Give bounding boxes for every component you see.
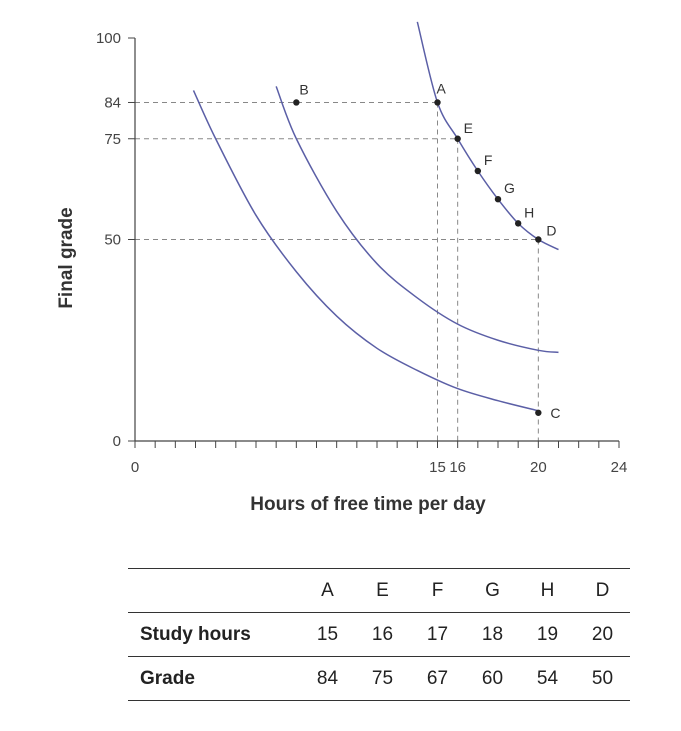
curve-2 <box>275 86 559 354</box>
point-F <box>474 167 482 175</box>
table-cell: 16 <box>355 612 410 657</box>
table-row: Study hours 15 16 17 18 19 20 <box>128 612 630 657</box>
table-row: Grade 84 75 67 60 54 50 <box>128 656 630 701</box>
study-hours-table: A E F G H D Study hours 15 16 17 18 19 20 Grade 84 75 67… <box>128 568 630 701</box>
point-G <box>494 196 502 203</box>
guide-lines <box>135 101 539 441</box>
y-tick-label: 50 <box>104 232 121 249</box>
x-tick-label: 20 <box>530 459 547 476</box>
table-cell: 75 <box>355 656 410 701</box>
x-tick-label: 15 <box>429 459 446 476</box>
table-cell: 54 <box>520 656 575 701</box>
table-header-cell: G <box>465 568 520 613</box>
curves <box>192 21 559 412</box>
table-cell: 50 <box>575 656 630 701</box>
table-cell: 19 <box>520 612 575 657</box>
point-label-A: A <box>437 80 447 96</box>
y-tick-label: 0 <box>113 433 121 450</box>
point-label-E: E <box>464 120 473 136</box>
point-label-F: F <box>484 152 493 168</box>
point-label-G: G <box>504 180 515 196</box>
point-D <box>535 236 542 243</box>
point-label-D: D <box>546 223 556 239</box>
curve-3 <box>416 21 559 251</box>
table-row-label: Study hours <box>128 612 300 657</box>
y-tick-label: 84 <box>104 94 121 111</box>
table-header-cell: D <box>575 568 630 613</box>
table-cell: 17 <box>410 612 465 657</box>
point-B <box>293 99 300 106</box>
x-axis-title: Hours of free time per day <box>250 494 486 515</box>
table-cell: 18 <box>465 612 520 657</box>
table-header-cell: E <box>355 568 410 613</box>
table-header-cell: F <box>410 568 465 613</box>
table-corner-cell <box>128 568 300 613</box>
axes: 0 15 16 20 24 0 50 75 84 100 <box>96 30 627 476</box>
point-label-B: B <box>299 81 308 97</box>
table-cell: 15 <box>300 612 355 657</box>
point-C <box>535 409 542 416</box>
y-tick-label: 75 <box>104 131 121 148</box>
table-header-cell: A <box>300 568 355 613</box>
table-cell: 20 <box>575 612 630 657</box>
table-cell: 67 <box>410 656 465 701</box>
y-tick-label: 100 <box>96 30 121 47</box>
point-A <box>434 99 441 106</box>
x-tick-label: 0 <box>131 459 139 476</box>
x-tick-label: 16 <box>449 459 466 476</box>
table-row-label: Grade <box>128 656 300 701</box>
table-header-cell: H <box>520 568 575 613</box>
x-tick-label: 24 <box>611 459 628 476</box>
point-label-H: H <box>524 204 534 220</box>
table-cell: 60 <box>465 656 520 701</box>
y-axis-title: Final grade <box>56 207 77 308</box>
point-label-C: C <box>550 405 560 421</box>
table-cell: 84 <box>300 656 355 701</box>
point-E <box>454 135 461 142</box>
curve-1 <box>192 90 539 412</box>
point-H <box>514 220 522 227</box>
